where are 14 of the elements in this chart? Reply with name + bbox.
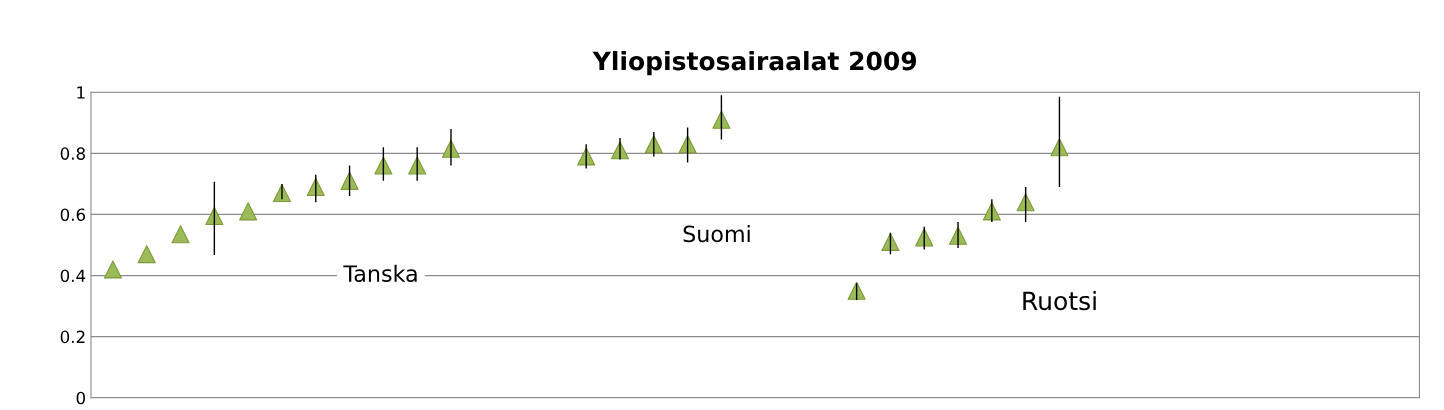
y-tick-label: 0.4 [60,269,86,283]
y-tick-label: 0 [76,391,85,405]
point [137,245,156,264]
annotation: Tanska [343,264,417,282]
point [171,225,190,244]
chart-title: Yliopistosairaalat 2009 [592,51,917,76]
y-tick-label: 0.2 [60,330,85,344]
point [239,202,258,221]
y-tick-label: 1 [77,86,85,99]
annotation: Suomi [683,225,750,243]
annotation: Ruotsi [1023,290,1096,311]
point [103,260,123,279]
y-tick-label: 0.8 [60,147,85,160]
y-tick-label: 0.6 [60,208,86,221]
